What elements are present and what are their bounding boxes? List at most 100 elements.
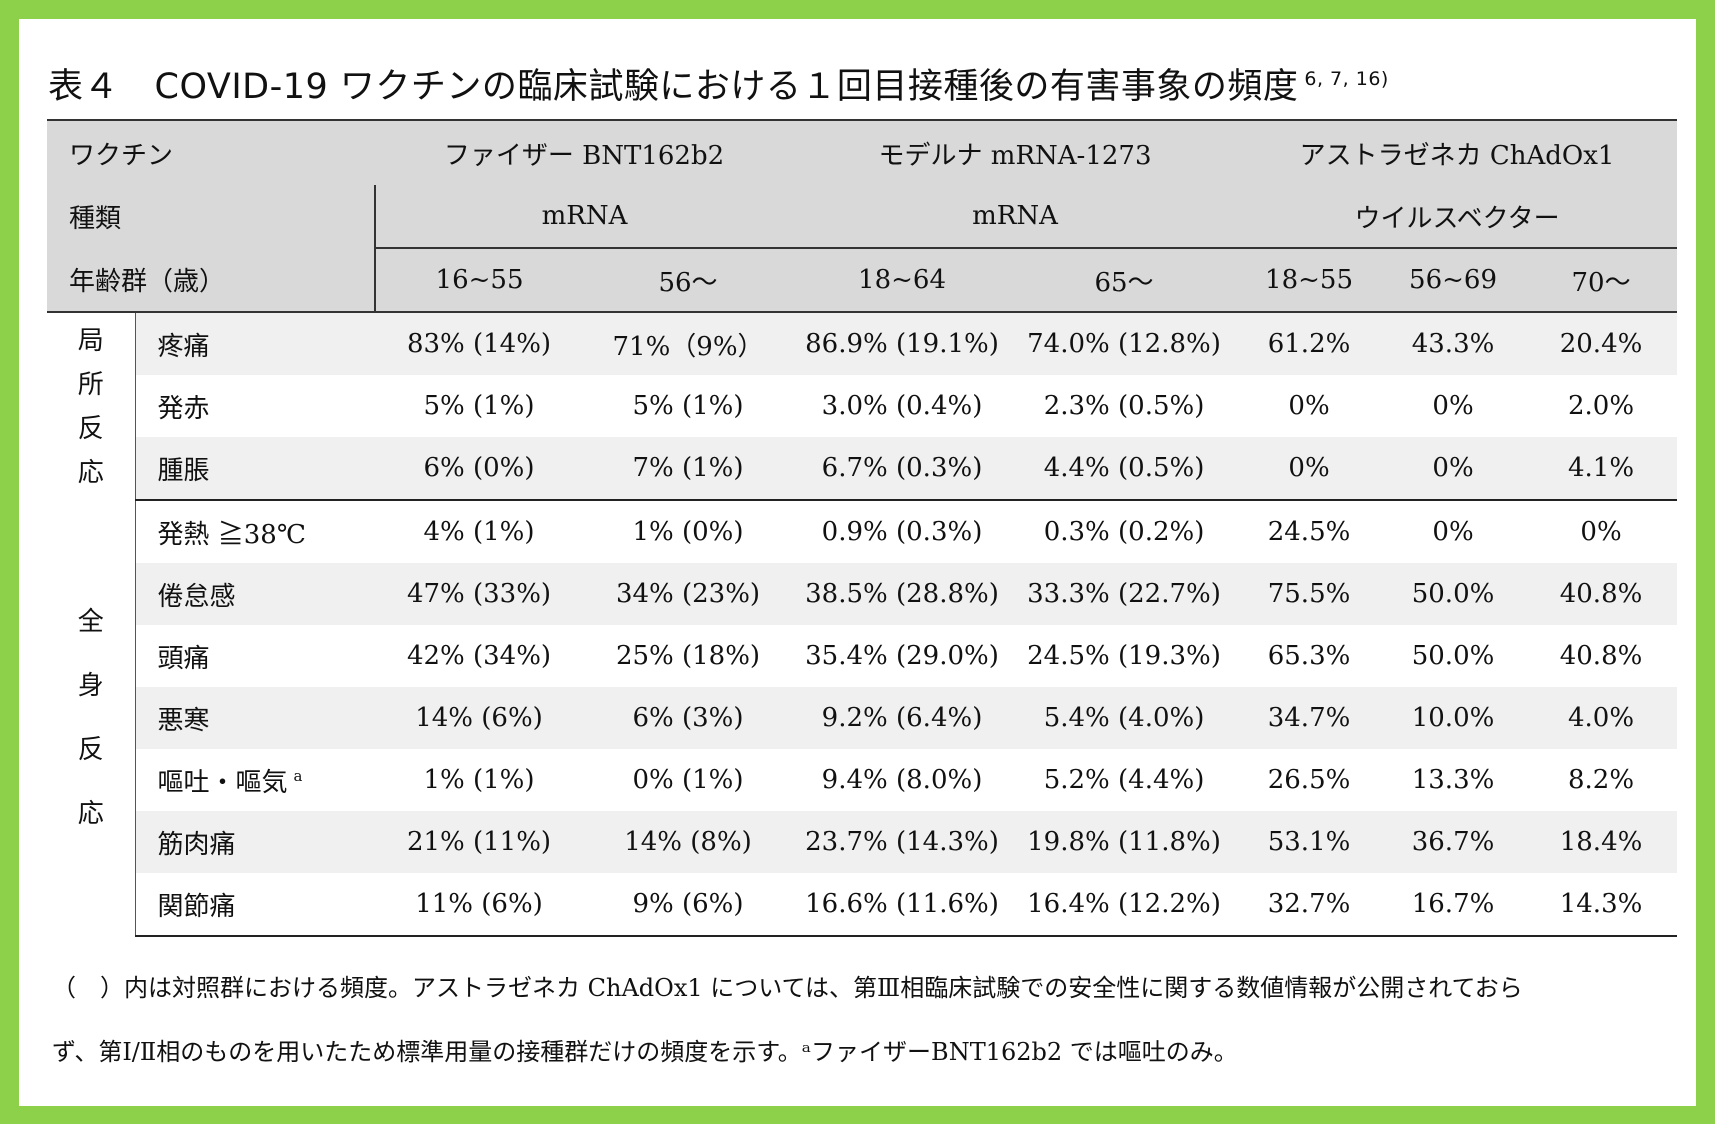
table-cell: 13.3% <box>1411 765 1495 795</box>
table-cell: 35.4% (29.0%) <box>805 641 999 671</box>
table-cell: 10.0% <box>1381 687 1526 749</box>
vaccine-label: ワクチン <box>47 119 376 185</box>
table-row: 嘔吐・嘔気 a 1% (1%) 0% (1%) 9.4% (8.0%) 5.2% … <box>47 749 1677 811</box>
table-cell: 47% (33%) <box>375 563 584 625</box>
table-cell: 14% (6%) <box>375 687 584 749</box>
table-cell: 83% (14%) <box>375 312 584 375</box>
table-cell: 11% (6%) <box>375 873 584 937</box>
footnote-marker: a <box>293 766 303 785</box>
footnote-line-1: （ ）内は対照群における頻度。アストラゼネカ ChAdOx1 については、第Ⅲ相… <box>52 974 1523 1002</box>
row-label: 悪寒 <box>135 687 376 749</box>
age-group: 65～ <box>1011 248 1238 313</box>
table-cell: 5% (1%) <box>423 391 535 421</box>
table-cell: 0% <box>1381 437 1526 501</box>
table-cell: 6% (3%) <box>583 687 794 749</box>
table-cell: 5.2% (4.4%) <box>1043 765 1205 795</box>
table-cell: 42% (34%) <box>406 641 552 671</box>
table-cell: 0.3% (0.2%) <box>1043 517 1205 547</box>
table-cell: 0% <box>1580 517 1622 547</box>
row-label: 発赤 <box>157 393 210 424</box>
table-cell: 9% (6%) <box>583 873 794 937</box>
type-label: 種類 <box>47 185 377 248</box>
table-cell: 2.3% (0.5%) <box>1043 391 1205 421</box>
type-pfizer: mRNA <box>375 185 794 249</box>
age-group: 70～ <box>1525 248 1678 313</box>
table-cell: 40.8% <box>1559 641 1643 671</box>
table-cell: 53.1% <box>1237 811 1382 873</box>
row-label: 発熱 ≧38℃ <box>157 519 306 550</box>
table-cell: 43.3% <box>1381 312 1526 375</box>
row-label: 筋肉痛 <box>135 811 376 873</box>
table-cell: 0% <box>1237 437 1382 501</box>
row-label: 疼痛 <box>135 312 376 375</box>
row-label: 関節痛 <box>135 873 376 937</box>
age-group: 56~69 <box>1381 248 1526 313</box>
table-cell: 8.2% <box>1568 765 1635 795</box>
table-cell: 33.3% (22.7%) <box>1011 563 1238 625</box>
table-cell: 20.4% <box>1525 312 1678 375</box>
table-cell: 38.5% (28.8%) <box>793 563 1012 625</box>
type-astrazeneca: ウイルスベクター <box>1237 185 1678 249</box>
adverse-events-table: ワクチン ファイザー BNT162b2 モデルナ mRNA-1273 アストラゼ… <box>47 119 1678 937</box>
table-cell: 40.8% <box>1525 563 1678 625</box>
table-cell: 1% (0%) <box>632 517 744 547</box>
table-cell: 16.7% <box>1381 873 1526 937</box>
table-cell: 18.4% <box>1525 811 1678 873</box>
table-cell: 4.1% <box>1525 437 1678 501</box>
table-title: 表４ COVID-19 ワクチンの臨床試験における１回目接種後の有害事象の頻度 6… <box>48 58 1389 109</box>
table-cell: 3.0% (0.4%) <box>821 391 983 421</box>
table-cell: 36.7% <box>1381 811 1526 873</box>
row-label: 腫脹 <box>135 437 376 501</box>
table-row: 頭痛 42% (34%) 25% (18%) 35.4% (29.0%) 24.… <box>47 625 1677 687</box>
table-cell: 65.3% <box>1267 641 1351 671</box>
table-row: 関節痛 11% (6%) 9% (6%) 16.6% (11.6%) 16.4%… <box>47 873 1678 937</box>
table-row: 倦怠感 47% (33%) 34% (23%) 38.5% (28.8%) 33… <box>47 563 1678 625</box>
table-cell: 4.4% (0.5%) <box>1011 437 1238 501</box>
table-cell: 16.4% (12.2%) <box>1011 873 1238 937</box>
group-systemic-reactions: 全 身 反 応 <box>47 500 136 936</box>
age-group: 18~64 <box>793 248 1012 313</box>
table-cell: 23.7% (14.3%) <box>793 811 1012 873</box>
table-cell: 0.9% (0.3%) <box>821 517 983 547</box>
row-label: 頭痛 <box>157 643 210 674</box>
table-row: 悪寒 14% (6%) 6% (3%) 9.2% (6.4%) 5.4% (4.… <box>47 687 1678 749</box>
table-row: 局 所 反 応 疼痛 83% (14%) 71%（9%） 86.9% (19.1… <box>47 312 1678 500</box>
table-row: 発赤 5% (1%) 5% (1%) 3.0% (0.4%) 2.3% (0.5… <box>47 375 1677 437</box>
table-cell: 50.0% <box>1411 641 1495 671</box>
footnote-line-2: ず、第Ⅰ/Ⅱ相のものを用いたため標準用量の接種群だけの頻度を示す。ᵃファイザーB… <box>52 1038 1238 1066</box>
table-cell: 25% (18%) <box>615 641 761 671</box>
table-cell: 1% (1%) <box>423 765 535 795</box>
age-group: 56～ <box>583 248 794 313</box>
table-cell: 61.2% <box>1237 312 1382 375</box>
table-cell: 16.6% (11.6%) <box>793 873 1012 937</box>
table-cell: 9.2% (6.4%) <box>793 687 1012 749</box>
table-title-text: 表４ COVID-19 ワクチンの臨床試験における１回目接種後の有害事象の頻度 <box>48 67 1299 107</box>
table-cell: 7% (1%) <box>583 437 794 501</box>
table-cell: 14.3% <box>1525 873 1678 937</box>
title-reference: 6, 7, 16) <box>1304 68 1389 91</box>
table-cell: 14% (8%) <box>583 811 794 873</box>
header-row-age: 年齢群（歳） 16~55 56～ 18~64 65～ 18~55 56~69 7… <box>47 248 1678 313</box>
table-cell: 74.0% (12.8%) <box>1011 312 1238 375</box>
header-astrazeneca: アストラゼネカ ChAdOx1 <box>1237 119 1678 185</box>
table-cell: 0% <box>1432 517 1474 547</box>
table-cell: 34% (23%) <box>583 563 794 625</box>
table-cell: 6.7% (0.3%) <box>793 437 1012 501</box>
table-cell: 4.0% <box>1525 687 1678 749</box>
table-cell: 19.8% (11.8%) <box>1011 811 1238 873</box>
table-row: 全 身 反 応 発熱 ≧38℃ 4% (1%) 1% (0%) 0.9% (0.… <box>47 500 1677 936</box>
table-cell: 6% (0%) <box>375 437 584 501</box>
table-cell: 0% (1%) <box>632 765 744 795</box>
header-row-vaccine: ワクチン ファイザー BNT162b2 モデルナ mRNA-1273 アストラゼ… <box>47 119 1678 185</box>
age-group: 18~55 <box>1237 248 1382 313</box>
table-row: 筋肉痛 21% (11%) 14% (8%) 23.7% (14.3%) 19.… <box>47 811 1678 873</box>
age-group: 16~55 <box>375 248 584 313</box>
header-moderna: モデルナ mRNA-1273 <box>793 119 1238 185</box>
table-cell: 26.5% <box>1267 765 1351 795</box>
table-cell: 24.5% (19.3%) <box>1027 641 1221 671</box>
table-cell: 75.5% <box>1237 563 1382 625</box>
table-cell: 24.5% <box>1267 517 1351 547</box>
table-cell: 5% (1%) <box>632 391 744 421</box>
table-cell: 21% (11%) <box>375 811 584 873</box>
table-cell: 2.0% <box>1568 391 1635 421</box>
